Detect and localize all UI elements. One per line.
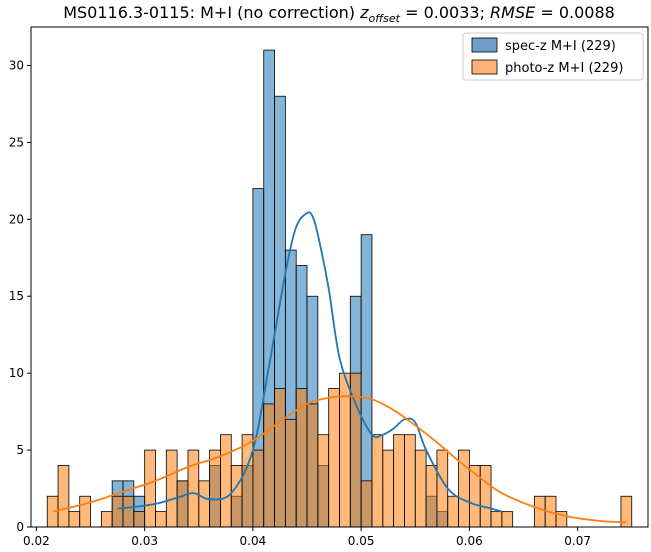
photo-z-bar (437, 450, 448, 527)
photo-z-bar (404, 435, 415, 527)
photo-z-bar (80, 496, 91, 527)
photo-z-bar (285, 419, 296, 527)
photo-z-bar (242, 435, 253, 527)
photo-z-bar (210, 450, 221, 527)
histogram-chart: MS0116.3-0115: M+I (no correction) zoffs… (0, 0, 651, 552)
photo-z-bar (426, 465, 437, 527)
title-rmse-equation: = 0.0088 (535, 3, 615, 22)
photo-z-bar (502, 512, 513, 527)
photo-z-bar (177, 481, 188, 527)
y-tick-label: 20 (9, 212, 24, 226)
legend: spec-z M+I (229) photo-z M+I (229) (463, 33, 643, 80)
photo-z-bar (155, 512, 166, 527)
photo-z-bar (275, 389, 286, 527)
legend-swatch-photo-z (472, 60, 497, 74)
photo-z-bar (264, 404, 275, 527)
x-tick-label: 0.04 (240, 534, 267, 548)
photo-z-bar (372, 435, 383, 527)
photo-z-bar (231, 465, 242, 527)
x-tick-label: 0.02 (23, 534, 50, 548)
chart-title: MS0116.3-0115: M+I (no correction) zoffs… (63, 3, 615, 25)
photo-z-bar (199, 481, 210, 527)
title-z-subscript: offset (369, 12, 401, 25)
title-rmse-symbol: RMSE (490, 3, 536, 22)
photo-z-bar (188, 450, 199, 527)
photo-z-bar (101, 512, 112, 527)
legend-label-photo-z: photo-z M+I (229) (505, 61, 623, 76)
y-tick-label: 30 (9, 58, 24, 72)
photo-z-bar (491, 512, 502, 527)
photo-z-bar (58, 465, 69, 527)
x-tick-label: 0.03 (131, 534, 158, 548)
photo-z-bar (361, 481, 372, 527)
photo-z-bar (307, 404, 318, 527)
photo-z-bar (318, 435, 329, 527)
photo-z-bar (534, 496, 545, 527)
title-prefix: MS0116.3-0115: M+I (no correction) (63, 3, 360, 22)
photo-z-bar (166, 450, 177, 527)
photo-z-bar (220, 435, 231, 527)
x-tick-label: 0.05 (348, 534, 375, 548)
photo-z-bar (69, 512, 80, 527)
title-z-equation: = 0.0033; (400, 3, 490, 22)
photo-z-bar (123, 496, 134, 527)
x-tick-label: 0.07 (564, 534, 591, 548)
photo-z-bar (329, 389, 340, 527)
legend-swatch-spec-z (472, 38, 497, 52)
photo-z-bar (415, 450, 426, 527)
y-tick-label: 10 (9, 366, 24, 380)
photo-z-bar (394, 435, 405, 527)
y-axis: 0 5 10 15 20 25 30 (9, 58, 31, 534)
photo-z-bar (480, 465, 491, 527)
x-axis: 0.02 0.03 0.04 0.05 0.06 0.07 (23, 527, 591, 548)
y-tick-label: 15 (9, 289, 24, 303)
photo-z-bar (383, 450, 394, 527)
y-tick-label: 5 (16, 443, 24, 457)
photo-z-bar (134, 512, 145, 527)
x-tick-label: 0.06 (456, 534, 483, 548)
photo-z-bar (253, 450, 264, 527)
photo-z-bar (112, 496, 123, 527)
photo-z-bar (145, 450, 156, 527)
y-tick-label: 25 (9, 135, 24, 149)
photo-z-bar (448, 496, 459, 527)
y-tick-label: 0 (16, 520, 24, 534)
legend-label-spec-z: spec-z M+I (229) (505, 39, 616, 54)
